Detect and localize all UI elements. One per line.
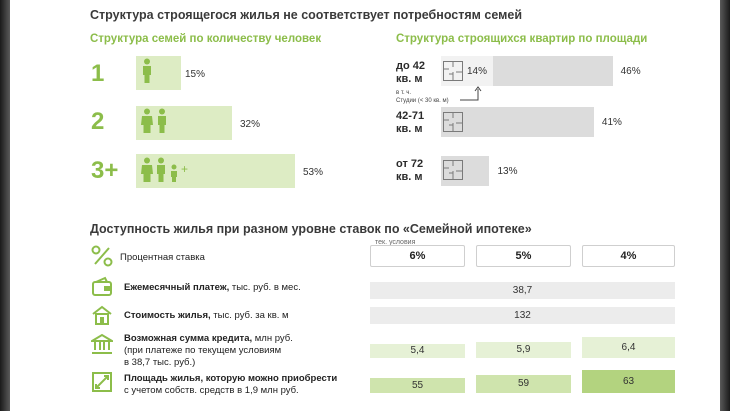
family-size-2: 2 xyxy=(91,108,105,135)
family-size-3plus: 3+ xyxy=(91,157,119,184)
rate-4-box: 4% xyxy=(582,245,675,267)
payment-label-bold: Ежемесячный платеж, xyxy=(124,282,230,293)
area-label-line2: с учетом собств. средств в 1,9 млн руб. xyxy=(124,385,299,396)
credit-value-5: 5,9 xyxy=(476,342,571,358)
rate-label: Процентная ставка xyxy=(120,252,205,263)
apt-label-medium-line1: 42-71 xyxy=(396,110,425,122)
apartments-title: Структура строящихся квартир по площади xyxy=(396,33,648,45)
credit-value-6: 5,4 xyxy=(370,344,465,358)
studio-note-line1: в т. ч. xyxy=(396,90,412,96)
credit-label-line2: (при платеже по текущем условиям xyxy=(124,345,282,356)
plus-sign: + xyxy=(181,162,189,176)
apartment-bar xyxy=(441,107,594,137)
price-value-bar: 132 xyxy=(370,307,675,324)
bank-icon xyxy=(91,333,113,355)
apt-label-small-line2: кв. м xyxy=(396,73,423,85)
apt-label-small-line1: до 42 xyxy=(396,60,425,72)
mortgage-title: Доступность жилья при разном уровне став… xyxy=(90,222,532,236)
payment-value-bar: 38,7 xyxy=(370,282,675,299)
area-value-6: 55 xyxy=(370,378,465,393)
house-icon xyxy=(91,304,113,326)
page-title: Структура строящегося жилья не соответст… xyxy=(90,8,523,22)
area-label-bold: Площадь жилья, которую можно приобрести xyxy=(124,373,338,384)
percent-icon xyxy=(91,245,113,267)
left-border xyxy=(0,0,10,411)
apt-label-medium-line2: кв. м xyxy=(396,123,423,135)
right-border xyxy=(720,0,730,411)
apartment-pct-label: 13% xyxy=(497,166,518,177)
floorplan-icon xyxy=(443,61,463,81)
credit-value-4: 6,4 xyxy=(582,337,675,358)
person-icon xyxy=(141,58,153,84)
couple-icon xyxy=(141,108,169,134)
rate-6-box: 6% xyxy=(370,245,465,267)
studio-arrow-icon xyxy=(459,86,483,103)
apt-label-large-line1: от 72 xyxy=(396,158,424,170)
measure-icon xyxy=(91,371,113,393)
price-label: Стоимость жилья, тыс. руб. за кв. м xyxy=(124,310,289,322)
family-pct-label: 15% xyxy=(185,69,206,80)
family-icon xyxy=(141,157,181,183)
area-value-4: 63 xyxy=(582,370,675,393)
rate-5-box: 5% xyxy=(476,245,571,267)
credit-label-line3: в 38,7 тыс. руб.) xyxy=(124,357,196,368)
current-conditions-note: тек. условия xyxy=(375,239,416,246)
payment-label-unit: тыс. руб. в мес. xyxy=(229,282,301,293)
studio-note-line2: Студии (< 30 кв. м) xyxy=(396,98,449,104)
credit-label-bold: Возможная сумма кредита, xyxy=(124,333,253,344)
studio-pct-label: 14% xyxy=(467,66,488,77)
families-title: Структура семей по количеству человек xyxy=(90,33,322,45)
apt-label-large-line2: кв. м xyxy=(396,171,423,183)
studio-note: в т. ч. Студии (< 30 кв. м) xyxy=(396,89,449,105)
apt-label-large: от 72 кв. м xyxy=(396,158,423,184)
area-label: Площадь жилья, которую можно приобрести … xyxy=(124,373,337,397)
floorplan-icon xyxy=(443,160,463,180)
credit-label: Возможная сумма кредита, млн руб. (при п… xyxy=(124,333,293,369)
family-size-1: 1 xyxy=(91,60,105,87)
wallet-icon xyxy=(91,276,113,298)
apt-label-medium: 42-71 кв. м xyxy=(396,110,424,136)
credit-label-unit: млн руб. xyxy=(252,333,293,344)
area-value-5: 59 xyxy=(476,375,571,393)
price-label-unit: тыс. руб. за кв. м xyxy=(210,310,289,321)
floorplan-icon xyxy=(443,112,463,132)
apartment-pct-label: 46% xyxy=(620,66,641,77)
apt-label-small: до 42 кв. м xyxy=(396,60,425,86)
price-label-bold: Стоимость жилья, xyxy=(124,310,211,321)
payment-label: Ежемесячный платеж, тыс. руб. в мес. xyxy=(124,282,301,294)
family-pct-label: 32% xyxy=(240,119,261,130)
family-pct-label: 53% xyxy=(303,167,324,178)
apartment-pct-label: 41% xyxy=(601,117,622,128)
